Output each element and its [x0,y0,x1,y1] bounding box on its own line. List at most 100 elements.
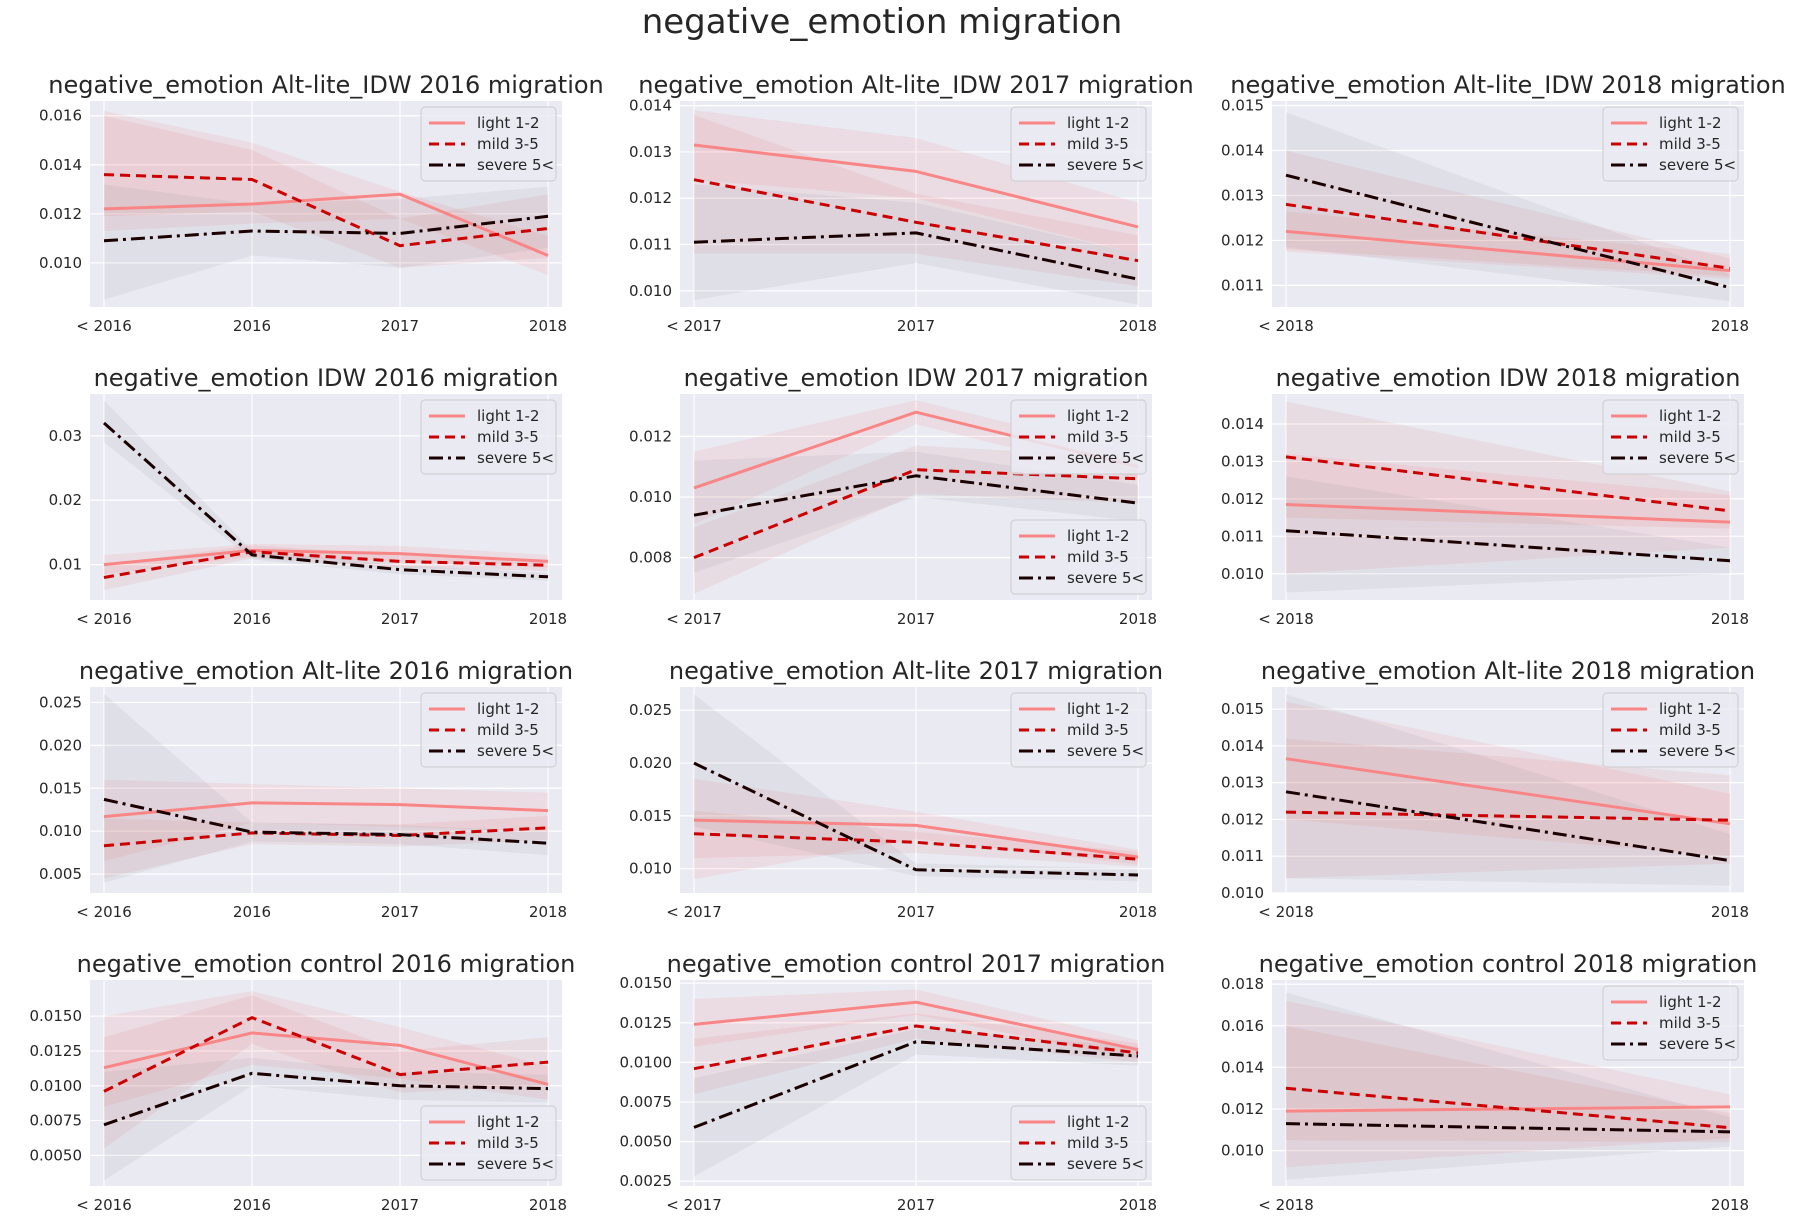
x-tick-label: < 2018 [1258,1196,1314,1214]
panel-title: negative_emotion Alt-lite 2016 migration [79,657,573,685]
confidence-band [1286,112,1730,302]
series-line [103,797,549,845]
x-tick-label: 2018 [1119,903,1157,921]
x-tick-label: 2018 [529,1196,567,1214]
x-tick-label: < 2017 [666,1196,722,1214]
confidence-band [104,779,548,862]
legend: light 1-2 mild 3-5 severe 5< [1010,399,1147,475]
confidence-band [694,184,1138,305]
y-tick-label: 0.014 [1221,141,1264,159]
legend-label: mild 3-5 [1067,721,1129,739]
y-tick-label: 0.012 [1221,490,1264,508]
confidence-band [104,995,548,1149]
x-tick-label: < 2017 [666,903,722,921]
legend: light 1-2 mild 3-5 severe 5< [420,106,557,182]
legend-label: light 1-2 [1067,1113,1130,1131]
y-tick-label: 0.0150 [30,1007,83,1025]
legend: light 1-2 mild 3-5 severe 5< [420,399,557,475]
x-tick-label: 2018 [529,610,567,628]
x-tick-label: < 2016 [76,1196,132,1214]
y-tick-label: 0.0100 [620,1053,673,1071]
series-line [103,173,549,248]
y-tick-label: 0.0075 [620,1093,673,1111]
legend-box [420,106,557,182]
x-tick-label: 2018 [529,317,567,335]
x-tick-label: 2018 [529,903,567,921]
y-tick-label: 0.015 [39,779,82,797]
y-tick-label: 0.025 [629,701,672,719]
y-tick-label: 0.012 [629,189,672,207]
confidence-band [694,989,1138,1060]
series-line [693,231,1139,281]
panels: negative_emotion Alt-lite_IDW 2016 migra… [30,71,1786,1214]
y-tick-label: 0.0125 [30,1042,83,1060]
series-line [1285,455,1731,513]
panel-2: negative_emotion Alt-lite_IDW 2017 migra… [629,71,1194,335]
confidence-band [694,110,1138,254]
series-line [693,474,1139,517]
legend-label: mild 3-5 [1067,1134,1129,1152]
series-line [693,143,1139,229]
legend-box [1602,106,1739,182]
x-tick-label: 2017 [897,903,935,921]
y-tick-label: 0.010 [629,282,672,300]
y-tick-label: 0.014 [1221,415,1264,433]
series-line [693,468,1139,559]
y-tick-label: 0.0050 [620,1133,673,1151]
y-tick-label: 0.013 [629,143,672,161]
legend-label: mild 3-5 [1067,548,1129,566]
x-tick-label: < 2017 [666,317,722,335]
y-tick-label: 0.014 [39,156,82,174]
confidence-band [694,1029,1138,1177]
panel-1: negative_emotion Alt-lite_IDW 2016 migra… [39,71,604,335]
legend-box [1602,985,1739,1061]
y-tick-label: 0.012 [1221,231,1264,249]
y-tick-label: 0.005 [39,865,82,883]
confidence-band [104,110,548,276]
legend: light 1-2 mild 3-5 severe 5< [420,692,557,768]
confidence-band [1286,150,1730,277]
legend-label: severe 5< [477,1155,554,1173]
panel-11: negative_emotion control 2017 migration 0… [620,950,1166,1214]
y-tick-label: 0.0025 [620,1172,673,1190]
series-line [103,1016,549,1093]
confidence-band [1286,401,1730,529]
legend-label: severe 5< [1659,449,1736,467]
y-tick-label: 0.012 [629,427,672,445]
legend-box [420,399,557,475]
legend-box [1602,399,1739,475]
y-tick-label: 0.010 [39,822,82,840]
panel-title: negative_emotion control 2018 migration [1259,950,1758,978]
legend-label: mild 3-5 [1067,135,1129,153]
legend-label: severe 5< [1659,1035,1736,1053]
figure-title: negative_emotion migration [642,2,1123,42]
y-tick-label: 0.012 [39,205,82,223]
x-tick-label: 2018 [1711,317,1749,335]
legend-label: mild 3-5 [477,1134,539,1152]
x-tick-label: 2016 [233,1196,271,1214]
y-tick-label: 0.016 [1221,1017,1264,1035]
confidence-band [1286,992,1730,1180]
confidence-band [104,184,548,300]
x-tick-label: < 2018 [1258,903,1314,921]
series-line [1285,810,1731,822]
y-tick-label: 0.0100 [30,1077,83,1095]
series-line [103,1031,549,1086]
legend-box [1010,399,1147,475]
panel-title: negative_emotion control 2017 migration [667,950,1166,978]
legend: light 1-2 mild 3-5 severe 5< [420,1105,557,1181]
legend-label: severe 5< [1659,742,1736,760]
x-tick-label: 2017 [381,903,419,921]
legend-label: severe 5< [477,449,554,467]
x-tick-label: < 2018 [1258,317,1314,335]
y-tick-label: 0.011 [1221,847,1264,865]
legend-label: light 1-2 [1659,114,1722,132]
legend-label: severe 5< [477,156,554,174]
legend-label: mild 3-5 [477,428,539,446]
x-tick-label: 2016 [233,317,271,335]
x-tick-label: 2018 [1119,1196,1157,1214]
series-line [103,550,549,579]
legend-label: light 1-2 [1659,700,1722,718]
x-tick-label: < 2016 [76,610,132,628]
